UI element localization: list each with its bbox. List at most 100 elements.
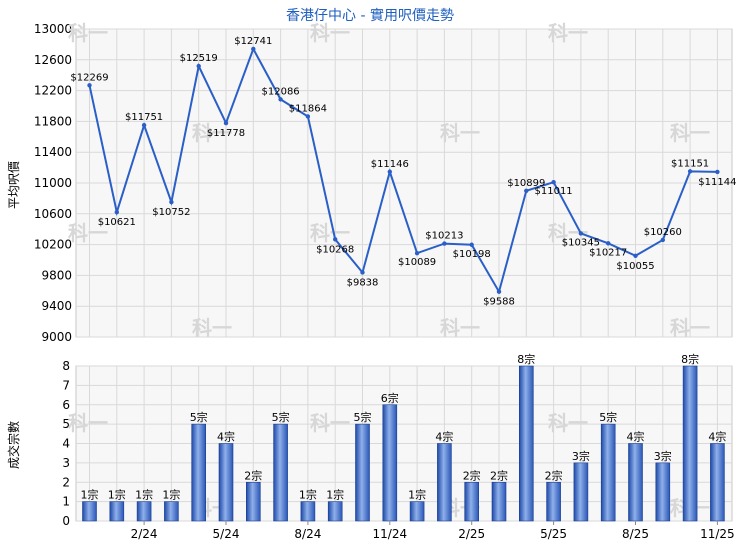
bar-y-tick-label: 5 <box>62 417 70 431</box>
price-point <box>169 199 174 205</box>
price-series-line <box>88 46 718 295</box>
volume-data-label: 3宗 <box>654 449 672 463</box>
x-tick-label: 8/24 <box>294 527 321 541</box>
volume-bar <box>573 462 589 522</box>
price-point <box>551 179 556 185</box>
x-tick-label: 8/25 <box>622 527 649 541</box>
volume-data-label: 5宗 <box>272 410 290 424</box>
watermark-text: 科一 <box>68 221 108 245</box>
volume-data-label: 5宗 <box>354 410 372 424</box>
price-data-label: $10055 <box>616 261 654 272</box>
bar-y-tick-label: 4 <box>62 437 70 451</box>
volume-bar <box>109 501 125 522</box>
price-point <box>469 242 474 247</box>
price-point <box>578 231 584 236</box>
price-data-label: $10213 <box>425 231 463 242</box>
volume-data-label: 4宗 <box>627 430 645 444</box>
volume-bar <box>382 404 398 522</box>
price-data-label: $10899 <box>507 178 545 189</box>
volume-data-label: 3宗 <box>572 449 590 463</box>
price-point <box>442 241 447 246</box>
x-tick-label: 5/25 <box>540 527 567 541</box>
line-y-tick-label: 13000 <box>34 22 72 36</box>
watermark-text: 科一 <box>310 411 350 435</box>
volume-data-label: 5宗 <box>190 410 208 424</box>
price-point <box>633 253 638 258</box>
volume-bar <box>464 481 480 522</box>
price-point <box>524 188 529 193</box>
volume-data-label: 2宗 <box>463 468 481 482</box>
line-y-tick-label: 10600 <box>34 207 72 221</box>
volume-bar <box>218 443 234 522</box>
watermark-text: 科一 <box>548 21 588 45</box>
volume-data-label: 1宗 <box>135 488 153 502</box>
volume-bar <box>300 501 316 522</box>
watermark-text: 科一 <box>440 121 480 145</box>
price-point <box>87 83 92 88</box>
volume-data-label: 6宗 <box>381 391 399 405</box>
volume-data-label: 1宗 <box>326 488 344 502</box>
volume-bar <box>600 423 616 522</box>
price-point <box>606 241 611 246</box>
volume-data-label: 4宗 <box>435 430 453 444</box>
watermark-text: 科一 <box>548 411 588 435</box>
watermark-text: 科一 <box>68 411 108 435</box>
volume-bar <box>682 365 698 522</box>
watermark-text: 科一 <box>310 221 350 245</box>
watermark-text: 科一 <box>670 316 710 340</box>
volume-data-label: 1宗 <box>81 488 99 502</box>
price-data-label: $11751 <box>125 112 163 123</box>
price-data-label: $10268 <box>316 244 354 255</box>
price-point <box>223 120 229 126</box>
volume-bar <box>327 501 343 522</box>
line-y-tick-label: 9000 <box>41 330 72 344</box>
price-data-label: $12269 <box>70 72 108 83</box>
price-point <box>387 169 392 174</box>
price-data-label: $10345 <box>562 237 600 248</box>
price-line-panel: 9000 9400 9800 10200 10600 11000 11400 11800 122… <box>34 21 737 344</box>
volume-data-label: 4宗 <box>217 430 235 444</box>
volume-bar <box>437 443 452 522</box>
price-data-label: $12086 <box>262 86 300 97</box>
price-data-label: $11864 <box>289 103 327 114</box>
price-point <box>141 122 147 128</box>
volume-data-label: 2宗 <box>490 468 508 482</box>
line-y-axis-label: 平均呎價 <box>7 161 21 209</box>
bar-y-tick-label: 0 <box>62 514 70 528</box>
price-point <box>660 237 665 243</box>
price-point <box>360 270 365 275</box>
price-data-label: $12741 <box>234 36 272 47</box>
watermark-text: 科一 <box>310 21 350 45</box>
price-point <box>305 114 311 119</box>
volume-bar <box>628 443 643 522</box>
volume-bar <box>273 423 288 522</box>
line-y-tick-label: 11800 <box>34 114 72 128</box>
price-data-label: $11151 <box>671 158 709 169</box>
price-point <box>196 63 201 69</box>
volume-bar-panel: 012345678科一科一科一科一科一科一1宗1宗1宗1宗5宗4宗2宗5宗1宗1… <box>62 352 734 541</box>
line-y-tick-label: 11400 <box>34 145 72 159</box>
volume-bar <box>710 443 725 522</box>
price-point <box>496 289 502 294</box>
price-data-label: $11011 <box>535 186 573 197</box>
volume-data-label: 8宗 <box>681 352 699 366</box>
volume-data-label: 1宗 <box>162 488 180 502</box>
chart-title: 香港仔中心 - 實用呎價走勢 <box>286 7 454 24</box>
bar-y-tick-label: 3 <box>62 456 70 470</box>
volume-bar <box>136 501 152 522</box>
price-point <box>414 250 420 256</box>
bar-y-axis-label: 成交宗數 <box>6 421 21 469</box>
volume-data-label: 8宗 <box>517 352 535 366</box>
watermark-text: 科一 <box>68 21 108 45</box>
x-tick-label: 2/24 <box>131 527 158 541</box>
volume-bar <box>518 365 534 522</box>
watermark-text: 科一 <box>440 316 480 340</box>
volume-data-label: 2宗 <box>545 468 563 482</box>
bar-y-tick-label: 6 <box>62 398 70 412</box>
volume-bar <box>655 462 671 522</box>
volume-bar <box>246 481 261 522</box>
watermark-text: 科一 <box>670 121 710 145</box>
volume-data-label: 5宗 <box>599 410 617 424</box>
line-y-tick-label: 12200 <box>34 84 72 98</box>
